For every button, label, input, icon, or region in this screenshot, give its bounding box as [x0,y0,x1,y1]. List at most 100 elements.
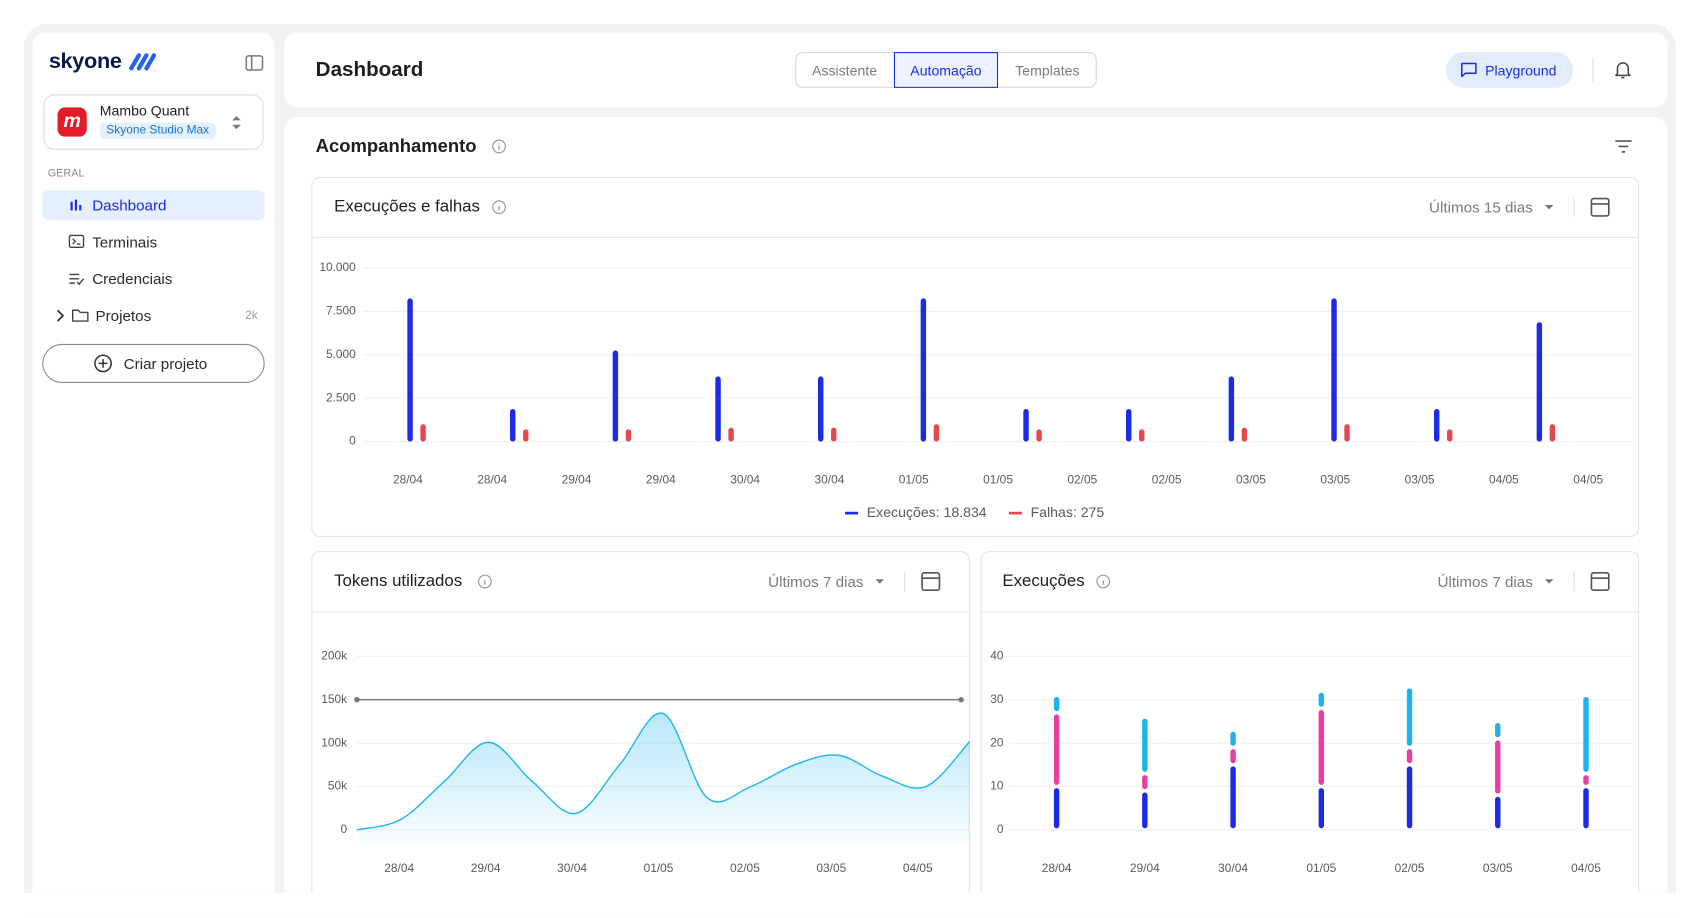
bar-segment [1318,710,1325,785]
bar [1344,424,1350,442]
folder-icon [71,309,89,322]
bottom-frame [0,892,1701,918]
sidebar [32,32,275,893]
card-title: Tokens utilizados [334,571,463,591]
reference-dot [354,696,360,703]
x-tick-label: 01/05 [1306,861,1336,875]
bar-segment [1583,788,1589,829]
tab[interactable]: Templates [1015,62,1080,79]
calendar-icon [1590,571,1610,591]
calendar-icon [921,571,941,591]
x-tick-label: 28/04 [1042,861,1072,875]
bar [407,298,413,442]
create-project-button[interactable] [42,343,265,383]
x-tick-label: 03/05 [1405,473,1435,487]
x-tick-label: 30/04 [557,861,587,875]
playground-label: Playground [1485,62,1557,79]
x-tick-label: 29/04 [646,473,676,487]
nav-count: 2k [245,309,258,323]
chevron-icon[interactable] [54,308,65,323]
y-tick-label: 200k [321,648,347,662]
bar [1549,424,1556,442]
org-name: Mambo Quant [99,102,190,119]
dashboard-icon [70,199,82,211]
x-tick-label: 28/04 [393,473,423,487]
period-select[interactable]: Últimos 7 dias [1437,572,1533,591]
x-tick-label: 30/04 [1218,861,1248,875]
caret-icon [875,579,885,584]
bar-segment [1318,788,1325,829]
x-tick-label: 04/05 [1573,473,1603,487]
bar [1433,408,1440,442]
y-tick-label: 0 [997,822,1004,836]
y-tick-label: 150k [321,692,347,706]
tab[interactable]: Automação [910,62,982,79]
bar-segment [1230,749,1236,764]
bar [1331,298,1337,442]
filter-icon[interactable] [1614,139,1632,154]
y-tick-label: 20 [990,735,1004,749]
legend-label: Execuções: 18.834 [867,504,987,520]
bar-segment [1142,718,1148,772]
legend-label: Falhas: 275 [1031,504,1105,520]
page-title: Dashboard [315,58,424,82]
x-tick-label: 02/05 [730,861,760,875]
create-project-label: Criar projeto [123,354,208,373]
bar [510,408,516,442]
bar-segment [1495,723,1501,738]
logo-icon [129,53,157,71]
bar [818,376,824,442]
bar-segment [1053,696,1060,712]
nav-item[interactable]: Terminais [92,233,158,251]
nav-item[interactable]: Dashboard [92,196,167,214]
nav-item[interactable]: Credenciais [92,270,173,288]
bar-segment [1406,749,1413,764]
bar [1228,376,1235,442]
line [356,712,971,831]
period-select[interactable]: Últimos 7 dias [768,572,864,591]
period-select[interactable]: Últimos 15 dias [1429,198,1533,216]
y-tick-label: 0 [341,822,348,836]
caret-icon [1544,579,1554,584]
bar-segment [1583,775,1589,785]
selector-icon [232,116,241,130]
plus-icon [94,354,112,373]
org-plan: Skyone Studio Max [99,122,216,139]
bar [523,429,529,442]
bar [1536,322,1543,442]
org-selector[interactable] [43,94,264,150]
area-fill [356,713,970,847]
x-tick-label: 02/05 [1152,473,1182,487]
nav-item[interactable]: Projetos [95,307,152,325]
y-tick-label: 30 [990,692,1004,706]
x-tick-label: 29/04 [562,473,592,487]
bar [831,427,837,442]
collapse-icon[interactable] [245,54,264,71]
bar-segment [1583,696,1589,772]
x-tick-label: 28/04 [384,861,414,875]
x-tick-label: 30/04 [730,473,760,487]
info-icon [478,574,492,589]
card [980,551,1640,910]
y-tick-label: 10.000 [319,260,356,274]
bar-segment [1406,766,1413,829]
card [311,176,1640,537]
y-tick-label: 7.500 [326,303,356,317]
x-tick-label: 04/05 [903,861,933,875]
bell-icon[interactable] [1614,61,1631,81]
x-tick-label: 29/04 [471,861,501,875]
card [311,551,970,910]
bar [1447,429,1453,442]
tab[interactable]: Assistente [811,62,878,79]
x-tick-label: 03/05 [1320,473,1350,487]
bar-segment [1495,740,1501,794]
playground-button[interactable] [1446,52,1573,88]
bar [625,429,632,442]
x-tick-label: 28/04 [477,473,507,487]
x-tick-label: 02/05 [1395,861,1425,875]
x-tick-label: 02/05 [1067,473,1097,487]
caret-icon [1544,205,1554,210]
bar [420,424,426,442]
